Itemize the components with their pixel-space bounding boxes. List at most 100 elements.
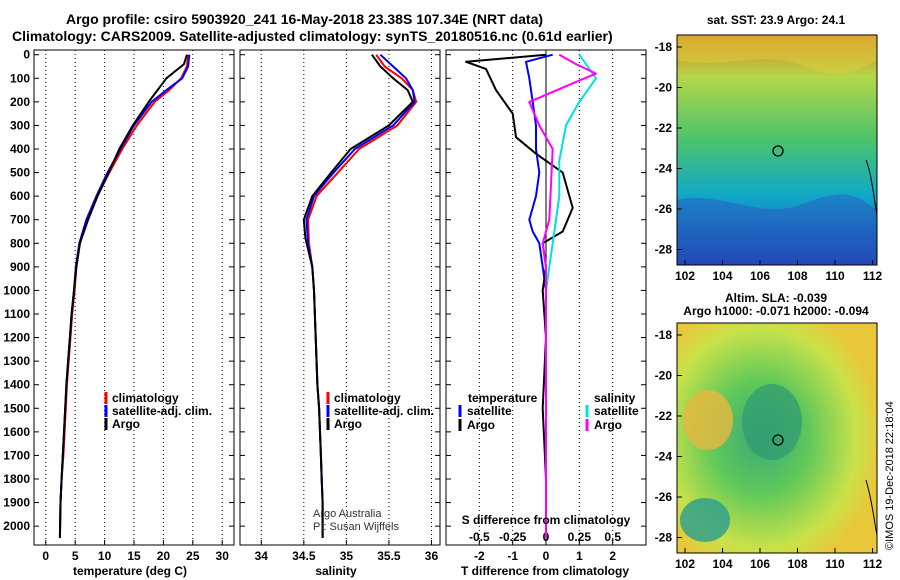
depth-tick-label: 1400	[3, 378, 30, 392]
map-xtick-label: 102	[675, 269, 695, 283]
depth-tick-label: 1600	[3, 425, 30, 439]
legend-label-satellite: satellite-adj. clim.	[334, 404, 434, 418]
chart-title-line2: Climatology: CARS2009. Satellite-adjuste…	[12, 28, 613, 44]
temperature-xtick-label: 5	[72, 549, 79, 563]
map-ytick-label: -22	[655, 121, 673, 135]
legend-label-satellite: satellite-adj. clim.	[112, 404, 212, 418]
depth-tick-label: 1900	[3, 496, 30, 510]
map-ytick-label: -24	[655, 162, 673, 176]
map-xtick-label: 108	[787, 557, 807, 571]
salinity-xtick-label: 35.5	[377, 549, 401, 563]
depth-tick-label: 800	[10, 236, 30, 250]
map-xtick-label: 102	[675, 557, 695, 571]
depth-tick-label: 2000	[3, 519, 30, 533]
sla-low-patch	[680, 498, 730, 542]
difference-xtick-label: 0	[543, 549, 550, 563]
legend-label-s-argo: Argo	[594, 418, 622, 432]
depth-tick-label: 1000	[3, 283, 30, 297]
difference-xtick-label: 1	[576, 549, 583, 563]
legend-label-t-satellite: satellite	[467, 404, 512, 418]
sst-cold-band	[677, 194, 877, 265]
legend-label-argo: Argo	[334, 417, 362, 431]
map-ytick-label: -20	[655, 81, 673, 95]
salinity-axis-label: salinity	[315, 564, 357, 578]
map-xtick-label: 112	[863, 557, 883, 571]
depth-tick-label: 1800	[3, 472, 30, 486]
difference-axis-label: T difference from climatology	[461, 564, 629, 578]
depth-tick-label: 600	[10, 189, 30, 203]
temperature-axis-label: temperature (deg C)	[73, 564, 187, 578]
map-ytick-label: -20	[655, 369, 673, 383]
panel-temperature: 0 5 10 15 20 25 300100200300400500600700800900…	[3, 48, 235, 563]
salinity-legend: climatology satellite-adj. clim. Argo Ar…	[313, 391, 434, 533]
temperature-series-argo	[58, 54, 188, 538]
argo-location-marker	[772, 434, 784, 446]
map-ytick-label: -22	[655, 409, 673, 423]
difference-xtick-label: 2	[609, 549, 616, 563]
map-xtick-label: 106	[750, 269, 770, 283]
depth-tick-label: 1700	[3, 448, 30, 462]
depth-tick-label: 1500	[3, 401, 30, 415]
difference-series-t-argo	[465, 53, 574, 538]
coastline	[865, 159, 878, 216]
salinity-xtick-label: 34	[255, 549, 269, 563]
temperature-xtick-label: 15	[127, 549, 141, 563]
difference-xtick-label: -2	[474, 549, 485, 563]
s-diff-tick-label: -0.25	[499, 530, 527, 544]
coastline	[865, 479, 878, 536]
depth-tick-label: 1100	[4, 307, 30, 321]
map-xtick-label: 106	[750, 557, 770, 571]
salinity-xtick-label: 34.5	[292, 549, 316, 563]
depth-tick-label: 500	[10, 166, 30, 180]
legend-label-climatology: climatology	[334, 391, 401, 405]
temperature-xtick-label: 10	[98, 549, 112, 563]
legend-label-argo: Argo	[112, 417, 140, 431]
sla-map-title-2: Argo h1000: -0.071 h2000: -0.094	[683, 304, 869, 318]
salinity-series-argo	[302, 54, 414, 538]
temperature-xtick-label: 0	[42, 549, 49, 563]
difference-xtick-label: -1	[507, 549, 518, 563]
depth-tick-label: 200	[10, 95, 30, 109]
sla-map-frame	[676, 322, 878, 554]
salinity-xtick-label: 35	[340, 549, 354, 563]
temperature-xtick-label: 25	[186, 549, 200, 563]
legend-title-temperature: temperature	[468, 391, 538, 405]
sla-map-title-1: Altim. SLA: -0.039	[725, 291, 827, 305]
map-ytick-label: -26	[655, 202, 673, 216]
annotation-pi: PI: Susan Wijffels	[313, 521, 399, 533]
map-ytick-label: -24	[655, 450, 673, 464]
sst-warm-band	[677, 35, 877, 75]
chart-title-line1: Argo profile: csiro 5903920_241 16-May-2…	[66, 11, 543, 27]
depth-tick-label: 300	[10, 118, 30, 132]
panel-salinity: 34 34.5 35 35.5 36	[239, 49, 441, 563]
map-ytick-label: -28	[655, 243, 673, 257]
annotation-argo-australia: Argo Australia	[313, 508, 382, 520]
sla-map	[676, 322, 878, 554]
temperature-legend: climatology satellite-adj. clim. Argo	[104, 391, 212, 431]
depth-tick-label: 1200	[3, 331, 30, 345]
legend-label-t-argo: Argo	[467, 418, 495, 432]
difference-series-s-argo	[528, 53, 597, 538]
map-xtick-label: 110	[825, 557, 845, 571]
salinity-xtick-label: 36	[425, 549, 439, 563]
temperature-xtick-label: 30	[216, 549, 230, 563]
sst-map	[676, 34, 878, 266]
argo-location-marker	[772, 145, 784, 157]
depth-tick-label: 400	[10, 142, 30, 156]
depth-tick-label: 700	[10, 213, 30, 227]
s-diff-tick-label: -0.5	[469, 530, 490, 544]
temperature-xtick-label: 20	[157, 549, 171, 563]
map-ytick-label: -26	[655, 490, 673, 504]
map-xtick-label: 110	[825, 269, 845, 283]
map-xtick-label: 112	[863, 269, 883, 283]
depth-tick-label: 1300	[3, 354, 30, 368]
map-ytick-label: -18	[655, 40, 673, 54]
credit-text: ©IMOS 19-Dec-2018 22:18:04	[884, 401, 896, 550]
sst-map-frame	[676, 34, 878, 266]
map-xtick-label: 104	[712, 269, 732, 283]
map-ytick-label: -18	[655, 328, 673, 342]
sst-map-title: sat. SST: 23.9 Argo: 24.1	[707, 13, 846, 27]
depth-tick-label: 100	[10, 71, 30, 85]
s-diff-tick-label: 0.25	[568, 530, 592, 544]
